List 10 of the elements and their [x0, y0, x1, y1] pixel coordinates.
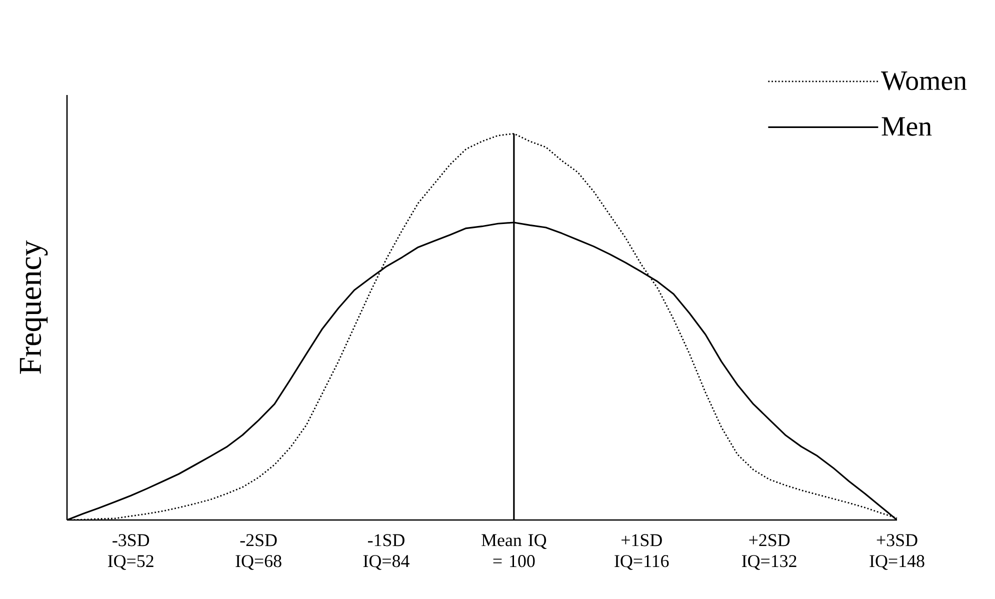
- y-axis-title: Frequency: [20, 240, 48, 374]
- legend-label: Women: [881, 72, 967, 90]
- x-tick-label: +2SD IQ=132: [742, 534, 796, 570]
- x-tick-label: -3SD IQ=52: [108, 534, 154, 570]
- x-tick-label: Mean IQ = 100: [482, 534, 546, 568]
- legend-label: Men: [882, 117, 932, 136]
- x-tick-label: +3SD IQ=148: [870, 534, 924, 570]
- x-tick-label: -1SD IQ=84: [363, 534, 410, 570]
- x-tick-label: -2SD IQ=68: [236, 534, 282, 570]
- x-tick-label: +1SD IQ=116: [614, 534, 669, 570]
